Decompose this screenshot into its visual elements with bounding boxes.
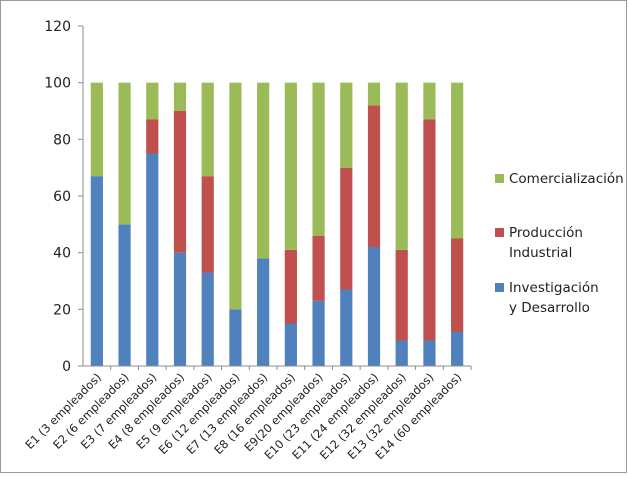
y-tick-label: 80 [53,132,71,148]
legend-label-produccion: Producción Industrial [509,225,583,261]
bar-segment-investigacion [146,153,159,366]
bar-segment-comercializacion [118,82,131,225]
y-axis: 0 20 40 60 80 100 120 [44,19,84,375]
bar-segment-investigacion [257,258,270,366]
bar-segment-comercializacion [201,82,214,177]
bar-segment-comercializacion [340,82,353,168]
bar-segment-investigacion [90,176,103,366]
bar-segment-comercializacion [146,82,159,120]
bar-segment-produccion [201,176,214,273]
bar-segment-produccion [451,238,464,332]
legend-item-investigacion: Investigación y Desarrollo [495,278,629,318]
bar-segment-comercializacion [423,82,436,120]
bar-segment-comercializacion [173,82,187,111]
bar-segment-investigacion [312,300,325,366]
bar-segment-produccion [395,249,408,341]
bar-segment-produccion [423,119,436,341]
bar-segment-comercializacion [90,82,103,177]
y-tick-label: 0 [62,359,71,375]
y-tick-label: 120 [44,19,71,35]
legend-item-produccion: Producción Industrial [495,223,629,263]
bar-segment-produccion [312,235,325,301]
legend-swatch-comercializacion [495,174,504,183]
y-tick-label: 20 [53,302,71,318]
bar-segment-produccion [340,167,353,290]
bar-segment-investigacion [395,340,408,366]
bar-segment-investigacion [423,340,436,366]
bars [90,82,464,366]
bar-segment-comercializacion [451,82,464,239]
bar-segment-comercializacion [395,82,408,250]
bar-segment-comercializacion [367,82,381,106]
bar-segment-investigacion [340,289,353,366]
bar-segment-investigacion [367,247,381,366]
bar-segment-investigacion [118,224,131,366]
legend-label-comercializacion: Comercialización [509,171,624,187]
bar-segment-produccion [173,111,187,253]
y-tick-label: 60 [53,189,71,205]
bar-segment-investigacion [284,323,297,366]
bar-segment-comercializacion [312,82,325,236]
legend-swatch-produccion [495,228,504,237]
bar-segment-comercializacion [257,82,270,259]
x-axis: E1 (3 empleados)E2 (6 empleados)E3 (7 em… [22,365,472,462]
bar-segment-produccion [284,249,297,324]
bar-segment-comercializacion [229,82,242,310]
bar-segment-investigacion [229,309,242,366]
bar-segment-produccion [367,105,381,247]
bar-segment-investigacion [201,272,214,366]
legend-item-comercializacion: Comercialización [495,169,629,189]
legend-swatch-investigacion [495,283,504,292]
y-tick-label: 40 [53,246,71,262]
y-tick-label: 100 [44,76,71,92]
legend-label-investigacion: Investigación y Desarrollo [509,280,599,316]
bar-segment-comercializacion [284,82,297,250]
bar-segment-investigacion [173,252,187,366]
bar-segment-investigacion [451,332,464,366]
bar-segment-produccion [146,119,159,154]
